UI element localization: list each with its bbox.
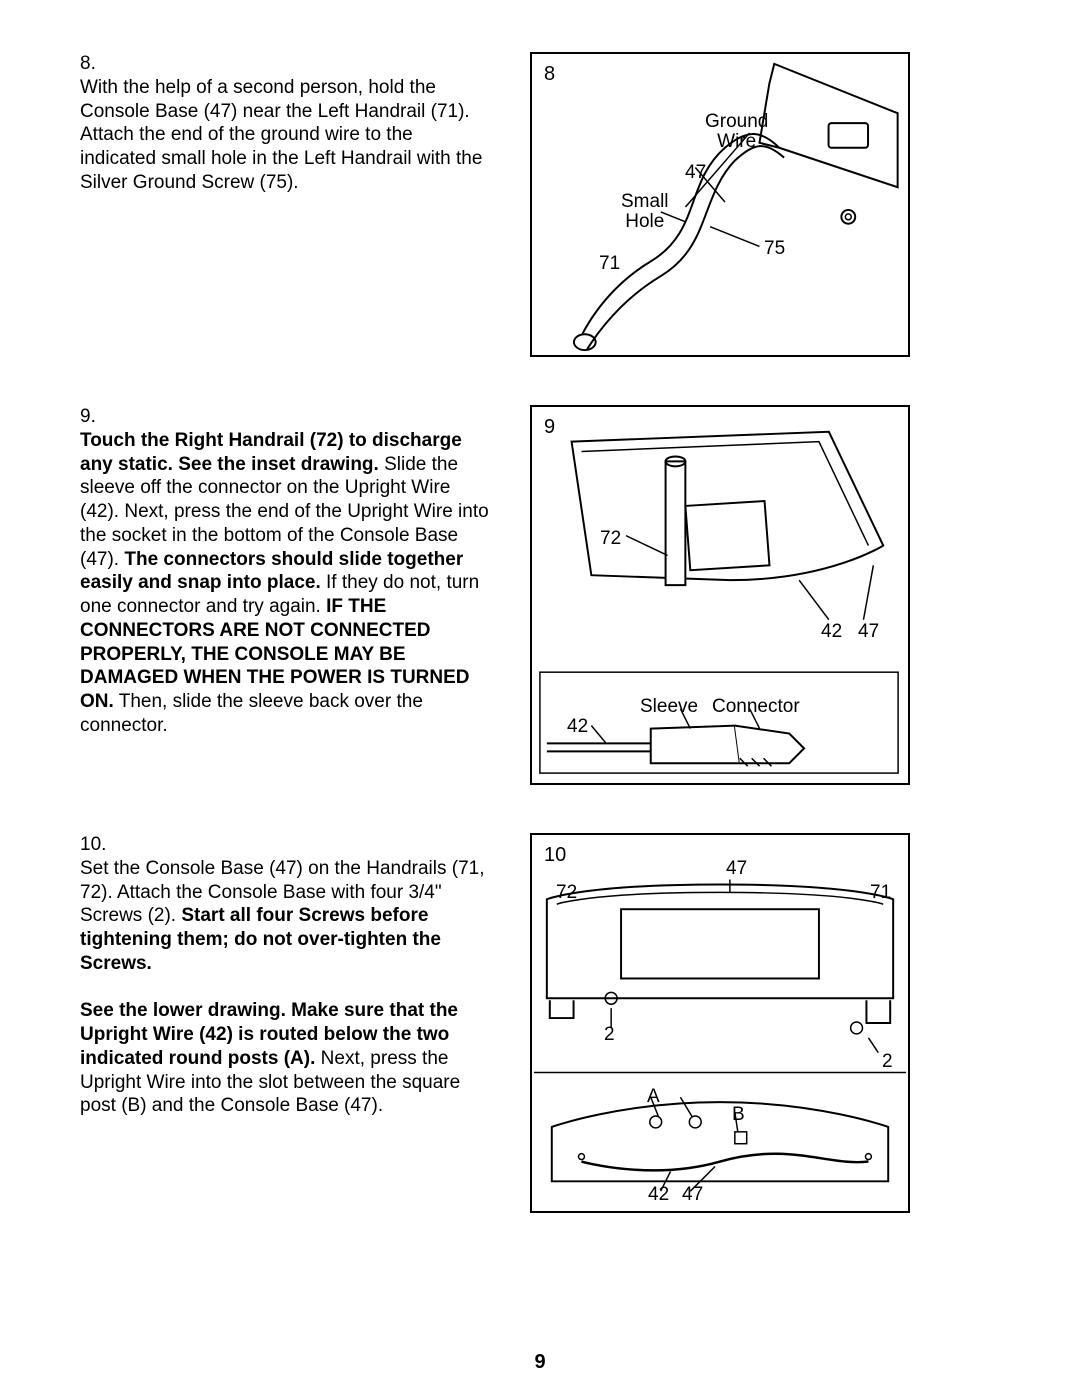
fig10-label-2a: 2	[604, 1023, 615, 1047]
figure-8-drawing	[532, 54, 908, 355]
figure-9-drawing	[532, 407, 908, 783]
fig8-label-75: 75	[764, 237, 785, 261]
step-9-text: 9. Touch the Right Handrail (72) to disc…	[80, 405, 530, 738]
step-8-row: 8. With the help of a second person, hol…	[80, 52, 1010, 357]
step-9-body: Touch the Right Handrail (72) to dischar…	[80, 429, 490, 738]
fig8-label-ground-wire: GroundWire	[705, 112, 768, 152]
step-8-text: 8. With the help of a second person, hol…	[80, 52, 530, 195]
fig10-label-2b: 2	[882, 1050, 893, 1074]
fig9-label-42a: 42	[821, 620, 842, 644]
fig10-label-47a: 47	[726, 857, 747, 881]
figure-10: 10	[530, 833, 910, 1213]
step-8-seg-0: With the help of a second person, hold t…	[80, 77, 482, 193]
step-9-row: 9. Touch the Right Handrail (72) to disc…	[80, 405, 1010, 785]
fig10-label-71: 71	[870, 881, 891, 905]
fig8-label-47: 47	[685, 161, 706, 185]
step-10-number: 10.	[80, 833, 108, 857]
figure-10-drawing	[532, 835, 908, 1211]
step-10-body: Set the Console Base (47) on the Handrai…	[80, 857, 490, 1118]
fig9-label-connector: Connector	[712, 695, 800, 719]
fig9-label-47: 47	[858, 620, 879, 644]
step-9-number: 9.	[80, 405, 108, 429]
fig8-label-71: 71	[599, 252, 620, 276]
fig10-label-B: B	[732, 1103, 745, 1127]
fig10-label-A: A	[647, 1085, 660, 1109]
fig10-label-72: 72	[556, 881, 577, 905]
fig10-label-42: 42	[648, 1183, 669, 1207]
fig10-label-47b: 47	[682, 1183, 703, 1207]
step-10-text: 10. Set the Console Base (47) on the Han…	[80, 833, 530, 1118]
page-number: 9	[0, 1350, 1080, 1375]
step-10-row: 10. Set the Console Base (47) on the Han…	[80, 833, 1010, 1213]
fig9-label-42b: 42	[567, 715, 588, 739]
figure-9: 9 72 42 47	[530, 405, 910, 785]
step-9-seg-5: Then, slide the sleeve back over the con…	[80, 691, 423, 736]
step-8-body: With the help of a second person, hold t…	[80, 76, 490, 195]
fig9-label-72: 72	[600, 527, 621, 551]
figure-8: 8 GroundWire 47 SmallHole 71 75	[530, 52, 910, 357]
fig9-label-sleeve: Sleeve	[640, 695, 698, 719]
fig8-label-small-hole: SmallHole	[621, 192, 669, 232]
step-8-number: 8.	[80, 52, 108, 76]
